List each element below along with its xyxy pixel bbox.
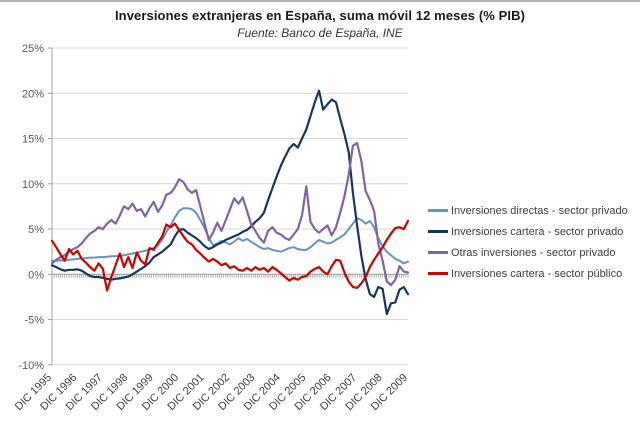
y-tick-label: 15%	[22, 134, 44, 146]
series-line-3	[50, 219, 410, 292]
series-line-2	[50, 142, 410, 287]
legend-line-swatch	[428, 230, 448, 233]
legend-line-swatch	[428, 272, 448, 275]
chart-title: Inversiones extranjeras en España, suma …	[114, 8, 526, 23]
legend-line-swatch	[428, 251, 448, 254]
legend-item-inversiones-cartera-privado: Inversiones cartera - sector privado	[428, 221, 638, 242]
y-tick-label: 25%	[22, 43, 44, 55]
y-tick-label: 5%	[28, 224, 44, 236]
legend-label: Inversiones cartera - sector público	[451, 267, 623, 280]
legend-label: Inversiones cartera - sector privado	[451, 225, 624, 238]
y-tick-label: 10%	[22, 179, 44, 191]
legend-label: Otras inversiones - sector privado	[451, 246, 616, 259]
y-tick-label: -5%	[24, 315, 44, 327]
series-line-0	[51, 207, 409, 265]
legend-line-swatch	[428, 209, 448, 212]
legend-item-inversiones-directas-privado: Inversiones directas - sector privado	[428, 200, 638, 221]
series-lines	[50, 89, 410, 316]
legend-item-otras-inversiones-privado: Otras inversiones - sector privado	[428, 242, 638, 263]
chart-legend: Inversiones directas - sector privado In…	[428, 200, 638, 284]
legend-label: Inversiones directas - sector privado	[451, 204, 628, 217]
y-axis-labels: 25% 20% 15% 10% 5% 0% -5% -10%	[18, 43, 44, 372]
chart-subtitle: Fuente: Banco de España, INE	[237, 26, 403, 40]
x-axis-labels: DIC 1995 DIC 1996 DIC 1997 DIC 1998 DIC …	[13, 372, 410, 413]
chart-header: Inversiones extranjeras en España, suma …	[0, 8, 640, 40]
y-tick-label: 0%	[28, 269, 44, 281]
y-tick-label: 20%	[22, 88, 44, 100]
legend-item-inversiones-cartera-publico: Inversiones cartera - sector público	[428, 263, 638, 284]
y-tick-label: -10%	[18, 360, 44, 372]
